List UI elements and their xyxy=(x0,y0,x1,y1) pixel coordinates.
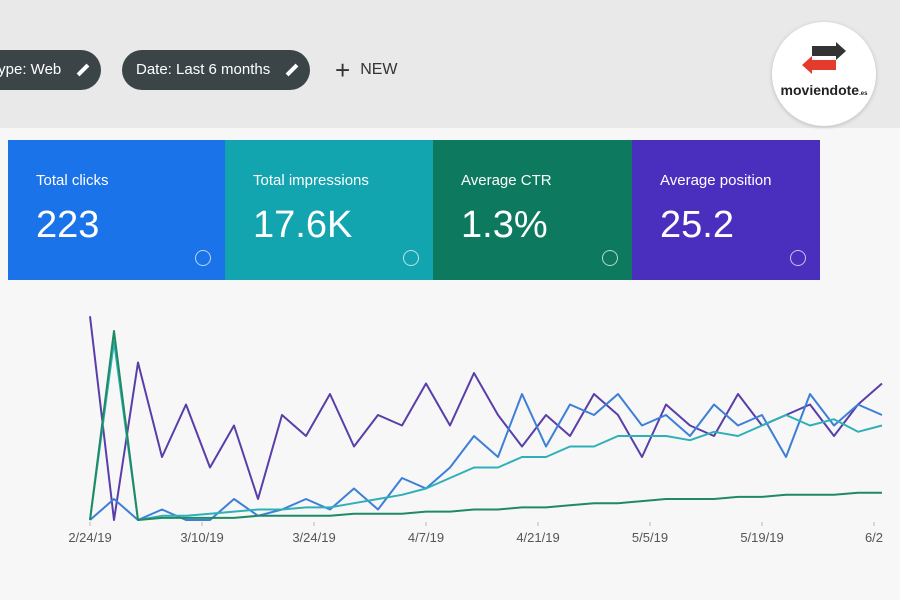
metric-card[interactable]: Average position 25.2 xyxy=(632,140,820,280)
metric-card[interactable]: Average CTR 1.3% xyxy=(433,140,632,280)
x-tick-label: 3/24/19 xyxy=(292,530,335,545)
help-icon[interactable] xyxy=(403,250,419,266)
x-tick-label: 6/2 xyxy=(865,530,883,545)
logo-suffix: .es xyxy=(859,91,868,97)
metric-label: Average position xyxy=(660,172,772,189)
series-line xyxy=(89,340,883,521)
logo: moviendote.es xyxy=(772,22,876,126)
metric-value: 1.3% xyxy=(461,204,548,246)
help-icon[interactable] xyxy=(790,250,806,266)
filter-chip[interactable]: Date: Last 6 months xyxy=(122,50,311,90)
x-tick-label: 5/19/19 xyxy=(740,530,783,545)
metric-value: 25.2 xyxy=(660,204,734,246)
help-icon[interactable] xyxy=(602,250,618,266)
series-line xyxy=(89,330,882,521)
toolbar: type: Web Date: Last 6 months + NEW xyxy=(0,50,780,94)
x-tick-label: 2/24/19 xyxy=(68,530,111,545)
metric-label: Average CTR xyxy=(461,172,552,189)
new-button[interactable]: + NEW xyxy=(335,55,398,85)
x-tick-label: 5/5/19 xyxy=(632,530,668,545)
new-label: NEW xyxy=(360,61,398,79)
logo-text: moviendote.es xyxy=(772,82,876,98)
metric-card[interactable]: Total clicks 223 xyxy=(8,140,225,280)
chart: 2/24/19 3/10/19 3/24/19 4/7/19 4/21/19 5/5/19… xyxy=(68,316,883,545)
metric-label: Total clicks xyxy=(36,172,109,189)
series-line xyxy=(89,393,883,521)
help-icon[interactable] xyxy=(195,250,211,266)
x-tick-label: 4/7/19 xyxy=(408,530,444,545)
metric-card[interactable]: Total impressions 17.6K xyxy=(225,140,433,280)
x-tick-label: 3/10/19 xyxy=(180,530,223,545)
logo-icon xyxy=(802,42,846,74)
metric-value: 223 xyxy=(36,204,100,246)
series-line xyxy=(89,316,883,521)
metric-value: 17.6K xyxy=(253,204,353,246)
filter-chip[interactable]: type: Web xyxy=(0,50,102,90)
x-tick-label: 4/21/19 xyxy=(516,530,559,545)
metric-label: Total impressions xyxy=(253,172,369,189)
logo-name: moviendote xyxy=(780,82,860,98)
